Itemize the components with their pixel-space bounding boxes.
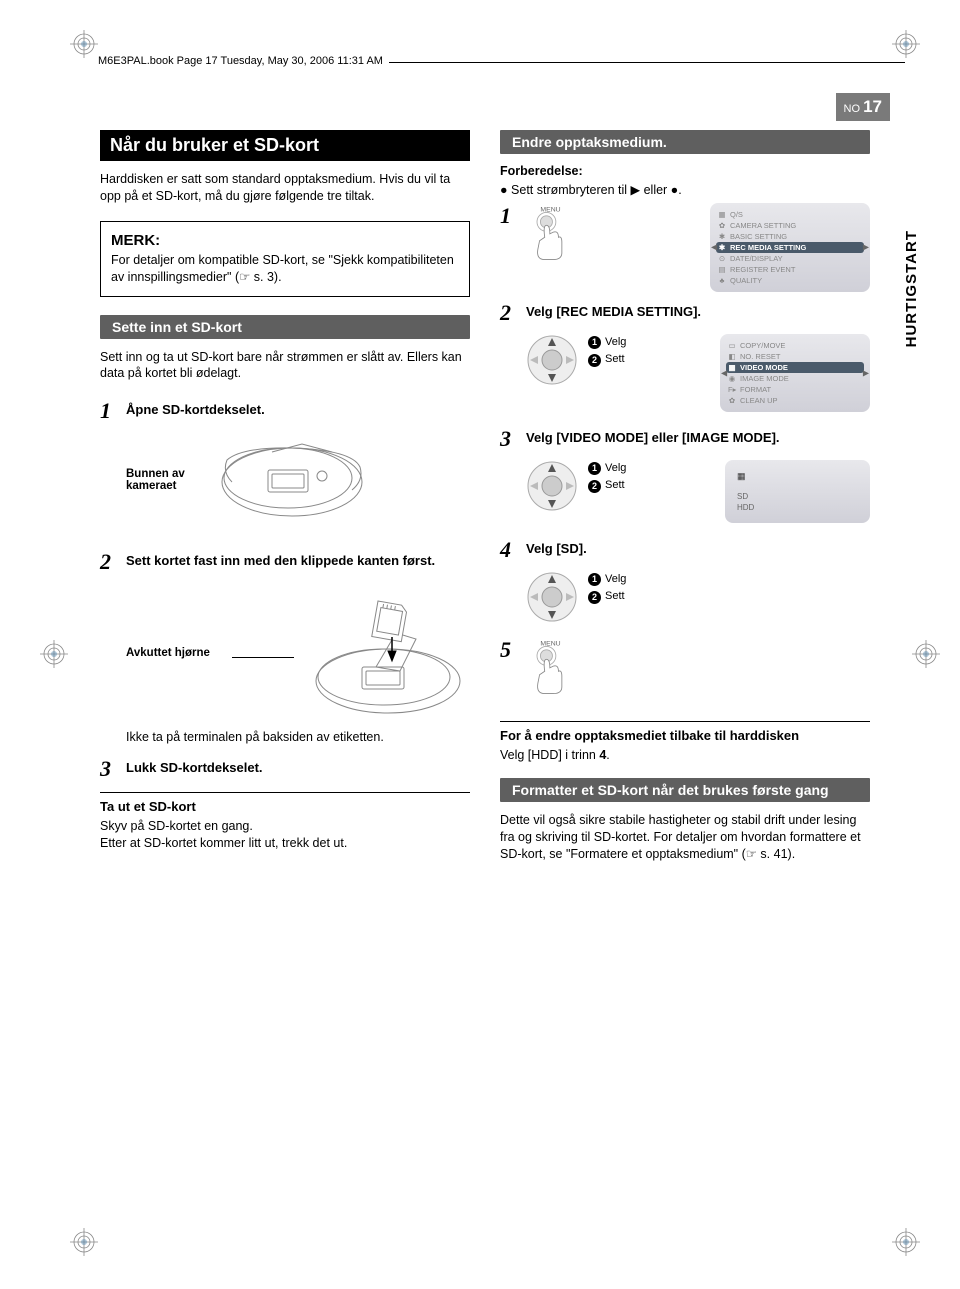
right-step-2: 2 Velg [REC MEDIA SETTING]. [500, 300, 870, 326]
reg-mark-br [892, 1228, 920, 1259]
revert-text: Velg [HDD] i trinn 4. [500, 748, 610, 762]
camera-bottom-caption: Bunnen av kameraet [126, 468, 196, 492]
change-media-heading: Endre opptaksmedium. [500, 130, 870, 154]
reg-mark-bl [70, 1228, 98, 1259]
osd-main-menu: ◀▶ ▦Q/S ✿CAMERA SETTING ✱BASIC SETTING ✱… [710, 203, 870, 292]
book-info: M6E3PAL.book Page 17 Tuesday, May 30, 20… [90, 55, 389, 67]
step-2: 2 Sett kortet fast inn med den klippede … [100, 549, 470, 575]
right-step-1: 1 MENU ◀▶ ▦Q/S ✿CAMERA SETTING ✱BASIC SE… [500, 203, 870, 292]
terminal-warning: Ikke ta på terminalen på baksiden av eti… [126, 729, 470, 746]
format-text: Dette vil også sikre stabile hastigheter… [500, 812, 870, 863]
page-header: M6E3PAL.book Page 17 Tuesday, May 30, 20… [90, 62, 905, 67]
preparation-heading: Forberedelse: [500, 164, 870, 178]
eject-heading: Ta ut et SD-kort [100, 799, 470, 814]
step-3: 3 Lukk SD-kortdekselet. [100, 756, 470, 782]
left-column: Når du bruker et SD-kort Harddisken er s… [100, 130, 470, 1209]
osd-rec-media-menu: ◀▶ ▭COPY/MOVE ◧NO. RESET ▦VIDEO MODE ◉IM… [720, 334, 870, 412]
osd-video-mode-menu: ▦ SD HDD [725, 460, 870, 523]
section-title: Når du bruker et SD-kort [100, 130, 470, 161]
step-1: 1 Åpne SD-kortdekselet. [100, 398, 470, 424]
note-text: For detaljer om kompatible SD-kort, se "… [111, 252, 459, 286]
note-heading: MERK: [111, 232, 459, 249]
camera-bottom-illustration [212, 432, 372, 527]
joystick-icon [526, 571, 578, 623]
insert-card-heading: Sette inn et SD-kort [100, 315, 470, 339]
right-step-4: 4 Velg [SD]. [500, 537, 870, 563]
right-column: Endre opptaksmedium. Forberedelse: ● Set… [500, 130, 870, 1209]
joystick-icon [526, 334, 578, 386]
right-step-5: 5 MENU [500, 637, 870, 697]
menu-button-press: MENU [519, 637, 579, 697]
insert-card-text: Sett inn og ta ut SD-kort bare når strøm… [100, 349, 470, 383]
reg-mark-tr [892, 30, 920, 61]
menu-button-press: MENU [519, 203, 579, 263]
note-box: MERK: For detaljer om kompatible SD-kort… [100, 221, 470, 297]
page-number: NO 17 [836, 93, 890, 121]
cut-corner-caption: Avkuttet hjørne [126, 647, 226, 659]
reg-mark-mr [912, 640, 940, 671]
preparation-text: Sett strømbryteren til ▶ eller ●. [511, 183, 682, 197]
revert-heading: For å endre opptaksmediet tilbake til ha… [500, 728, 870, 743]
insert-card-illustration [300, 583, 470, 723]
joystick-icon [526, 460, 578, 512]
right-step-3: 3 Velg [VIDEO MODE] eller [IMAGE MODE]. [500, 426, 870, 452]
reg-mark-ml [40, 640, 68, 671]
eject-line1: Skyv på SD-kortet en gang. [100, 818, 470, 835]
format-heading: Formatter et SD-kort når det brukes førs… [500, 778, 870, 802]
section-tab: HURTIGSTART [903, 230, 920, 347]
eject-line2: Etter at SD-kortet kommer litt ut, trekk… [100, 835, 470, 852]
intro-text: Harddisken er satt som standard opptaksm… [100, 171, 470, 205]
